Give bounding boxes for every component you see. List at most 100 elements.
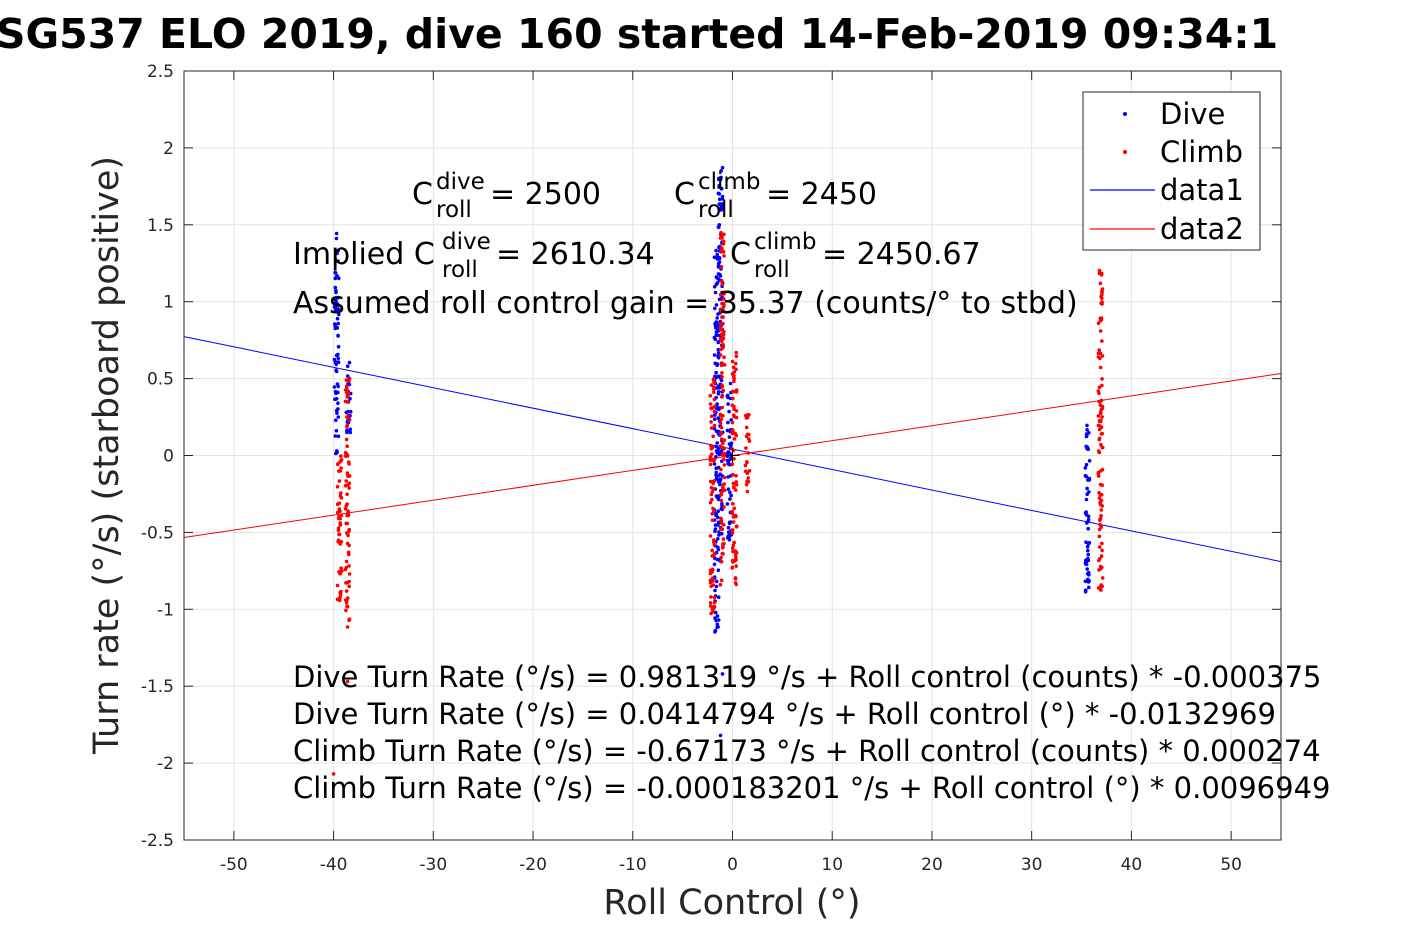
climb-point [712,553,716,557]
dive-point [715,362,720,366]
dive-point [713,616,717,620]
dive-point [334,368,338,373]
dive-point [719,202,724,206]
climb-point [719,265,723,270]
climb-point [1100,289,1104,294]
climb-point [338,590,343,595]
climb-point [718,421,723,426]
climb-point [722,254,726,258]
climb-point [734,582,738,587]
climb-point [346,511,351,516]
climb-point [343,506,348,511]
fit-line-text: Climb Turn Rate (°/s) = -0.67173 °/s + R… [293,734,1321,768]
legend-data2-label: data2 [1160,212,1244,246]
climb-point [708,601,713,605]
dive-point [717,192,722,196]
climb-point [1097,427,1102,432]
legend-data1-label: data1 [1160,173,1244,207]
y-axis-label: Turn rate (°/s) (starboard positive) [87,156,127,755]
legend-climb-label: Climb [1160,135,1243,169]
climb-point [337,514,341,519]
climb-point [720,332,724,337]
climb-point [347,481,352,486]
climb-point [744,469,748,474]
climb-point [733,549,737,554]
climb-point [1099,294,1103,299]
climb-point [347,584,352,589]
climb-point [730,431,735,436]
dive-point [1086,542,1091,546]
x-tick-label: -10 [619,855,647,875]
climb-point [1099,301,1103,306]
dive-point [333,285,338,290]
fit-line-text: Dive Turn Rate (°/s) = 0.981319 °/s + Ro… [293,660,1321,694]
climb-point [343,483,348,488]
climb-point [337,507,342,511]
climb-point [721,336,726,341]
dive-point [717,530,721,534]
dive-point [713,588,717,593]
dive-point [718,482,722,487]
c-roll-climb-annotation: C climb roll = 2450 [674,169,877,223]
climb-point [722,475,727,480]
c-roll-climb-base: C [674,177,695,212]
climb-point [720,371,724,375]
climb-point [345,471,350,475]
dive-point [714,579,719,584]
dive-point [713,523,718,527]
dive-point [334,236,339,241]
dive-point [348,396,352,401]
climb-point [718,353,723,357]
climb-point [712,409,717,414]
climb-point [1097,545,1102,549]
climb-point [731,481,736,486]
climb-point [732,370,737,374]
y-tick-label: -2 [157,754,174,774]
dive-point [713,337,718,342]
legend: Dive Climb data1 data2 [1082,91,1261,251]
c-roll-climb-value: = 2450 [766,177,877,212]
climb-point [338,494,343,498]
dive-point [335,316,340,321]
climb-point [1099,508,1104,512]
climb-point [335,502,340,507]
dive-point [1087,459,1092,463]
dive-point [713,527,718,531]
climb-point [746,451,751,455]
climb-point [345,604,350,609]
climb-point [336,528,341,532]
dive-point [333,271,338,275]
climb-point [730,546,735,550]
climb-point [337,570,341,574]
dive-point [727,409,731,414]
climb-point [710,406,715,410]
c-roll-climb-sup: climb [698,169,760,195]
c-roll-dive-sub: roll [436,197,472,223]
climb-point [347,564,351,568]
climb-point [708,571,713,576]
climb-point [743,463,748,468]
climb-point [1099,418,1103,423]
dive-point [712,353,717,357]
climb-point [339,566,343,570]
climb-point [744,446,748,450]
dive-point [717,183,722,188]
climb-point [1100,445,1105,450]
dive-point [716,340,721,344]
dive-point [726,451,730,456]
c-roll-dive-annotation: C dive roll = 2500 [412,169,601,223]
climb-point [709,492,714,497]
climb-point [734,361,738,366]
climb-point [744,434,749,439]
dive-point [334,362,339,367]
climb-point [734,480,738,484]
climb-point [708,402,713,406]
x-tick-label: -40 [320,855,348,875]
dive-point [1087,585,1091,590]
climb-point [1100,377,1104,381]
legend-dive-marker [1123,112,1127,116]
climb-point [720,405,725,410]
climb-point [344,531,349,535]
dive-point [728,497,732,501]
